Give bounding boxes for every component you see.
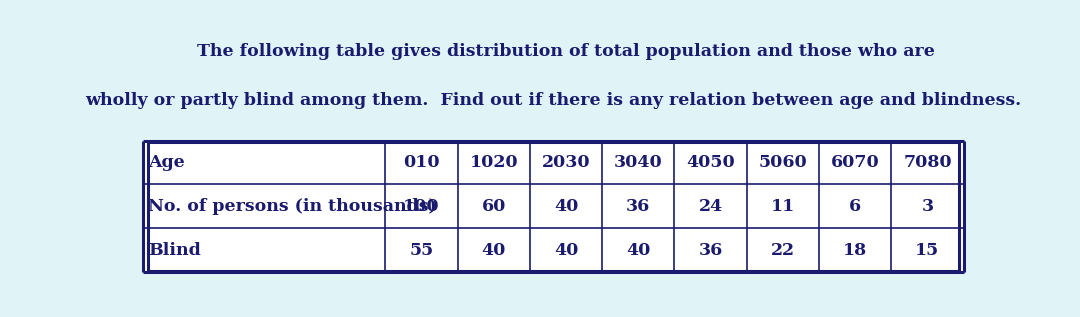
Text: 100: 100 [403, 198, 440, 215]
Text: 3040: 3040 [613, 154, 663, 171]
Text: 40: 40 [482, 242, 505, 259]
Text: 40: 40 [554, 242, 578, 259]
Text: 6: 6 [849, 198, 861, 215]
Text: 3: 3 [921, 198, 933, 215]
Text: Blind: Blind [148, 242, 201, 259]
Text: 2030: 2030 [542, 154, 591, 171]
Text: 24: 24 [699, 198, 723, 215]
Text: 6070: 6070 [831, 154, 879, 171]
Text: 40: 40 [626, 242, 650, 259]
Text: No. of persons (in thousands): No. of persons (in thousands) [148, 198, 437, 215]
Text: 5060: 5060 [758, 154, 807, 171]
Text: 18: 18 [843, 242, 867, 259]
Text: 22: 22 [771, 242, 795, 259]
Text: The following table gives distribution of total population and those who are: The following table gives distribution o… [173, 43, 934, 60]
Text: 40: 40 [554, 198, 578, 215]
Text: 1020: 1020 [470, 154, 518, 171]
Text: 010: 010 [403, 154, 440, 171]
Text: wholly or partly blind among them.  Find out if there is any relation between ag: wholly or partly blind among them. Find … [85, 92, 1022, 109]
Text: 36: 36 [626, 198, 650, 215]
Text: 11: 11 [771, 198, 795, 215]
Text: 7080: 7080 [903, 154, 951, 171]
Text: 15: 15 [916, 242, 940, 259]
Text: 55: 55 [409, 242, 433, 259]
Text: 60: 60 [482, 198, 505, 215]
Text: 36: 36 [699, 242, 723, 259]
Text: 4050: 4050 [686, 154, 735, 171]
Text: Age: Age [148, 154, 185, 171]
